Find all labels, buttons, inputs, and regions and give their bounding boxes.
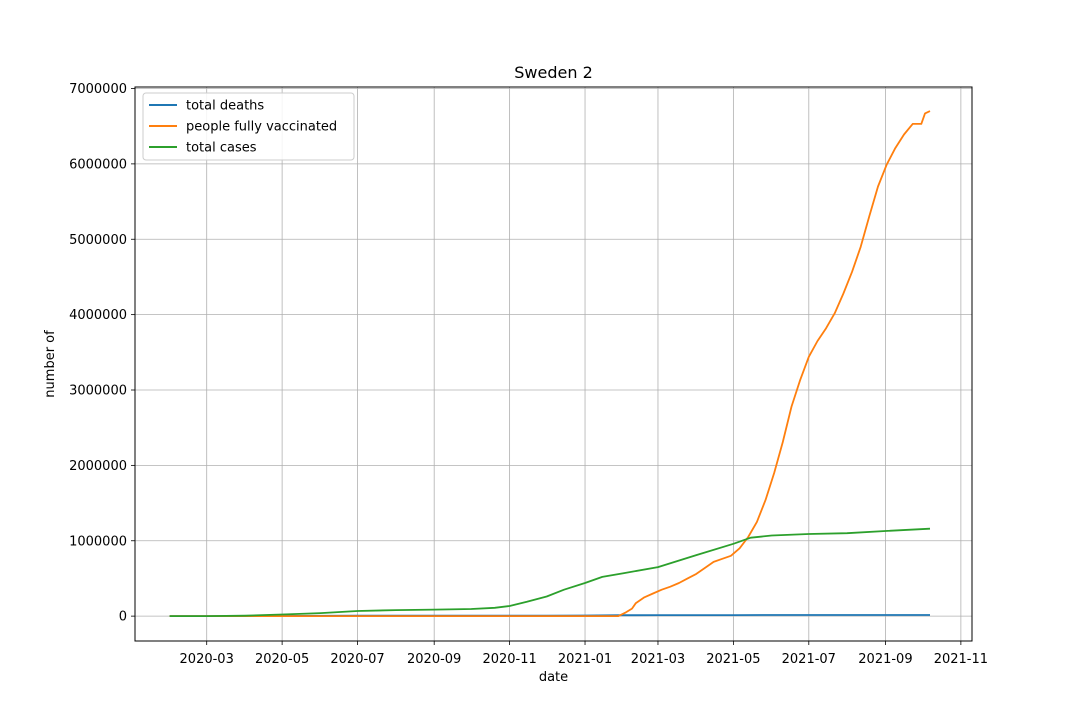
plot-frame bbox=[134, 86, 973, 642]
y-tick-label: 2000000 bbox=[69, 459, 127, 474]
y-tick-label: 7000000 bbox=[69, 82, 127, 97]
y-axis: 0 1000000 2000000 3000000 4000000 5000000 6000… bbox=[69, 82, 135, 625]
legend-label-total-cases: total cases bbox=[186, 141, 257, 156]
x-tick-label: 2020-09 bbox=[407, 652, 461, 667]
y-tick-label: 0 bbox=[119, 610, 127, 625]
legend-box bbox=[142, 92, 355, 161]
x-tick-label: 2021-07 bbox=[782, 652, 836, 667]
legend-label-total-deaths: total deaths bbox=[186, 99, 264, 114]
y-tick-label: 6000000 bbox=[69, 157, 127, 172]
x-tick-label: 2020-05 bbox=[255, 652, 309, 667]
y-tick-label: 1000000 bbox=[69, 534, 127, 549]
x-axis: 2020-03 2020-05 2020-07 2020-09 2020-11 2021-… bbox=[180, 641, 988, 667]
legend: total deaths people fully vaccinated total… bbox=[142, 92, 355, 161]
y-tick-label: 3000000 bbox=[69, 384, 127, 399]
x-tick-label: 2021-01 bbox=[558, 652, 612, 667]
y-tick-label: 5000000 bbox=[69, 233, 127, 248]
legend-label-people-fully-vaccinated: people fully vaccinated bbox=[186, 120, 337, 135]
grid bbox=[135, 87, 972, 641]
y-axis-label: number of bbox=[43, 330, 58, 398]
series-line-total-cases bbox=[169, 527, 931, 617]
series-line-people-fully-vaccinated bbox=[169, 110, 931, 617]
x-tick-label: 2021-09 bbox=[858, 652, 912, 667]
y-tick-label: 4000000 bbox=[69, 308, 127, 323]
chart-title: Sweden 2 bbox=[514, 63, 593, 82]
x-axis-label: date bbox=[539, 670, 568, 685]
x-tick-label: 2020-03 bbox=[180, 652, 234, 667]
x-tick-label: 2021-11 bbox=[934, 652, 988, 667]
x-tick-label: 2021-03 bbox=[631, 652, 685, 667]
x-tick-label: 2020-07 bbox=[330, 652, 384, 667]
x-tick-label: 2021-05 bbox=[706, 652, 760, 667]
series-lines bbox=[169, 110, 931, 617]
x-tick-label: 2020-11 bbox=[482, 652, 536, 667]
